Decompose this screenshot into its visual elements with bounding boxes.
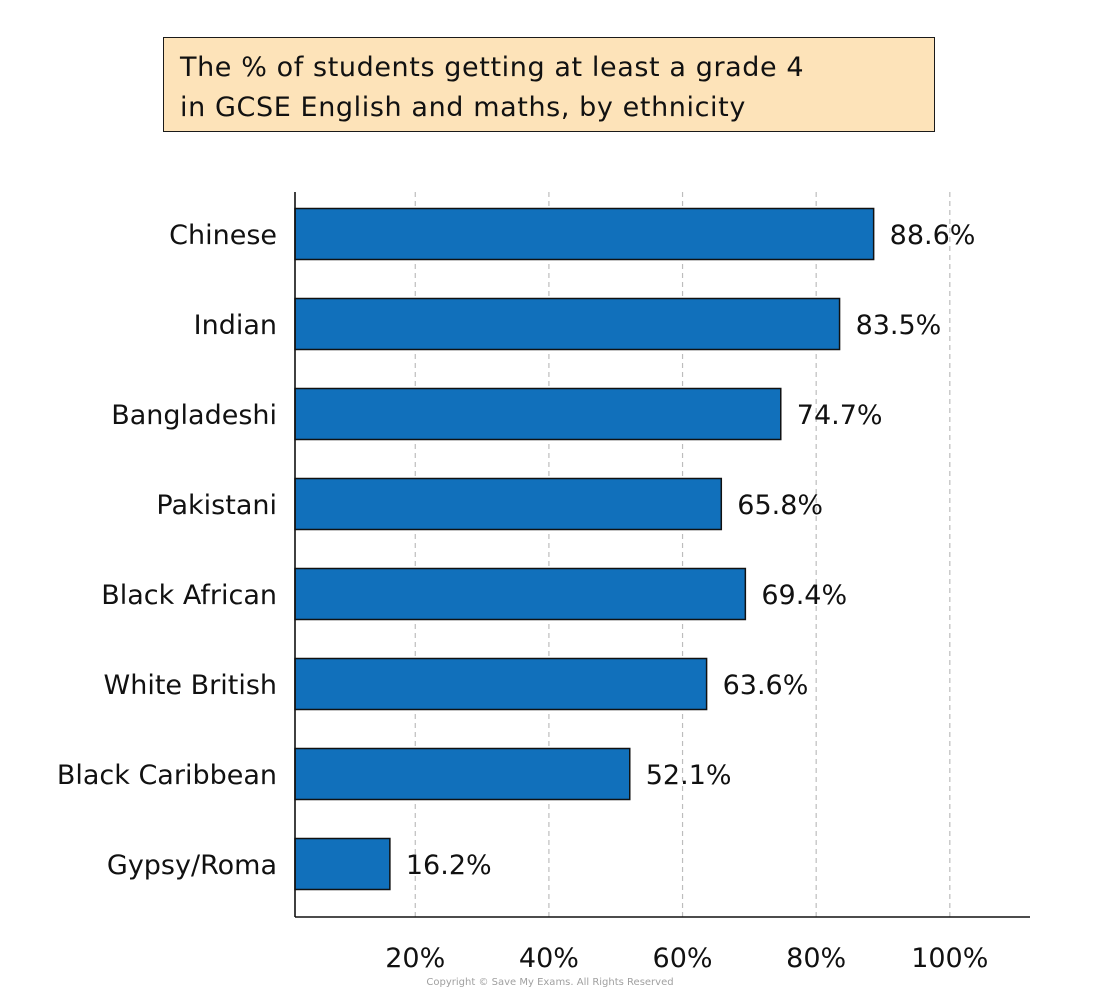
category-label: Black African	[101, 580, 277, 611]
bar	[294, 657, 708, 711]
x-tick-label: 40%	[519, 943, 579, 974]
data-label: 65.8%	[737, 490, 823, 521]
bars	[294, 207, 875, 891]
data-label: 16.2%	[406, 850, 492, 881]
bar	[294, 297, 841, 351]
category-label: Pakistani	[156, 490, 277, 521]
category-label: White British	[104, 670, 277, 701]
bar	[294, 837, 391, 891]
data-label: 69.4%	[761, 580, 847, 611]
x-tick-label: 20%	[385, 943, 445, 974]
data-label: 63.6%	[723, 670, 809, 701]
category-label: Indian	[194, 310, 277, 341]
category-label: Gypsy/Roma	[107, 850, 277, 881]
category-label: Bangladeshi	[111, 400, 277, 431]
axes	[294, 192, 1030, 918]
data-label: 74.7%	[797, 400, 883, 431]
category-label: Chinese	[169, 220, 277, 251]
bar	[294, 567, 747, 621]
x-tick-label: 60%	[653, 943, 713, 974]
bar	[294, 387, 782, 441]
data-label: 88.6%	[890, 220, 976, 251]
bar	[294, 747, 631, 801]
labels: 20% 40% 60% 80% 100% Chinese 88.6% Indian 83.5% B…	[57, 220, 989, 974]
category-label: Black Caribbean	[57, 760, 277, 791]
bar	[294, 207, 875, 261]
chart-title: The % of students getting at least a gra…	[163, 37, 935, 132]
copyright-notice: Copyright © Save My Exams. All Rights Re…	[426, 977, 674, 988]
data-label: 83.5%	[856, 310, 942, 341]
x-tick-label: 100%	[911, 943, 988, 974]
bar	[294, 477, 723, 531]
data-label: 52.1%	[646, 760, 732, 791]
x-tick-label: 80%	[786, 943, 846, 974]
